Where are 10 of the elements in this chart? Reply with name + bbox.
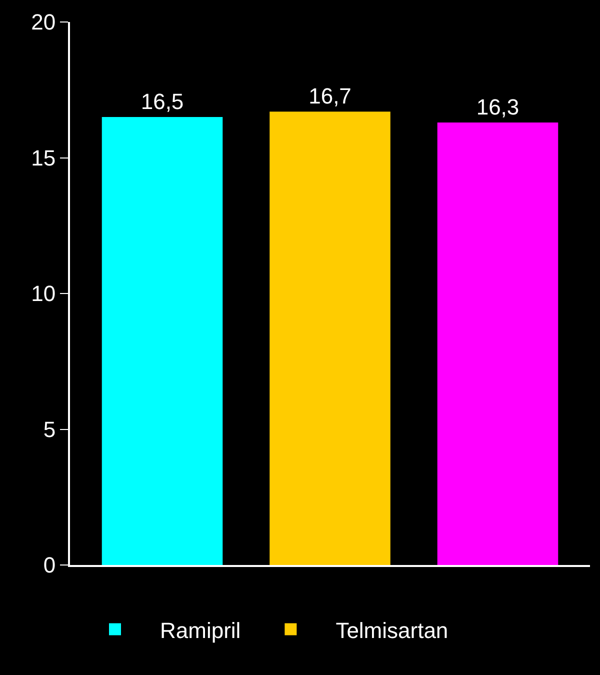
y-tick-label: 5	[43, 416, 56, 442]
legend-label: Telmisartan	[336, 618, 448, 643]
y-tick-label: 20	[31, 10, 56, 35]
data-label: 16,5	[140, 89, 184, 114]
y-tick-label: 10	[31, 281, 56, 306]
y-tick-label: 15	[31, 145, 56, 170]
data-label: 16,7	[308, 84, 352, 109]
data-label: 16,3	[476, 94, 520, 120]
y-tick-label: 0	[43, 552, 56, 578]
legend-label: Ramipril	[160, 618, 241, 643]
